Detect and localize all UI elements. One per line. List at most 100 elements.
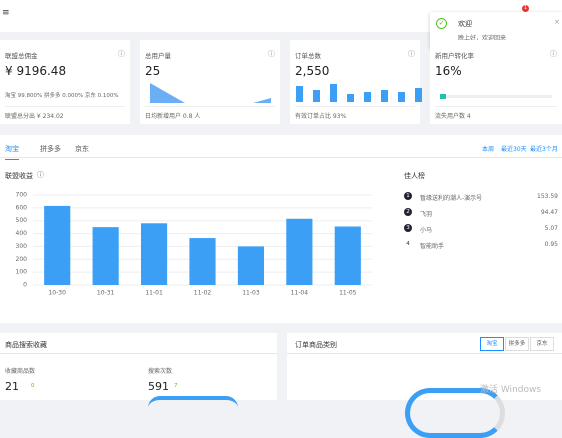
- card-divider: [435, 106, 557, 107]
- card-divider: [5, 106, 125, 107]
- rank-number: 3: [404, 224, 412, 232]
- y-tick-label: 200: [16, 256, 28, 263]
- y-tick-label: 500: [16, 217, 28, 224]
- mini-bar: [398, 92, 405, 102]
- mini-bar: [381, 90, 388, 102]
- x-tick-label: 11-03: [242, 290, 260, 297]
- bar: [237, 246, 265, 285]
- tab[interactable]: 淘宝: [5, 144, 19, 160]
- toggle-button[interactable]: 拼多多: [505, 337, 529, 351]
- mini-bar: [347, 94, 354, 102]
- card-divider: [145, 106, 275, 107]
- panel-title: 商品搜索收藏: [5, 341, 47, 349]
- mini-bar: [313, 90, 320, 102]
- rank-value: 0.95: [544, 241, 558, 248]
- close[interactable]: ×: [554, 18, 560, 26]
- card: [0, 40, 130, 124]
- rank-value: 5.07: [544, 225, 558, 232]
- pie-ring: [405, 388, 505, 438]
- card-title: 订单总数: [295, 52, 321, 60]
- stat-label: 收藏商品数: [5, 368, 36, 375]
- mini-area: [253, 98, 271, 103]
- menu-icon[interactable]: ≡: [2, 8, 10, 18]
- tab[interactable]: 京东: [75, 145, 89, 153]
- card: [290, 40, 420, 124]
- mini-ring: [148, 396, 238, 420]
- watermark: 激活 Windows: [480, 385, 542, 395]
- chart: 0 100 200 300 400 500 600 700 10-30 10-31 11-01 11-…: [16, 192, 372, 297]
- progress: [440, 95, 552, 98]
- success-icon: ✓: [436, 18, 447, 29]
- y-tick-label: 300: [16, 243, 28, 250]
- x-tick-label: 10-30: [48, 290, 66, 297]
- x-tick-label: 11-04: [291, 290, 309, 297]
- panel-title: 订单商品类别: [295, 341, 337, 349]
- notification-title: 欢迎: [458, 20, 472, 28]
- bar: [286, 218, 313, 285]
- card-title: 总用户量: [145, 52, 171, 60]
- tab-divider: [0, 157, 562, 158]
- chart-title: 联盟收益: [5, 172, 33, 180]
- notification-message: 晚上好，欢迎回来: [458, 35, 507, 42]
- info-icon: ⓘ: [550, 50, 557, 58]
- search-panel: [0, 333, 277, 400]
- card-footer: 流失用户数 4: [435, 113, 471, 120]
- rank-number: 4: [406, 241, 410, 247]
- toggle-button[interactable]: 京东: [530, 337, 554, 351]
- rank-number: 1: [404, 192, 412, 200]
- rank-name: 暂缘送利的潮人-演示号: [420, 195, 483, 202]
- bar: [189, 238, 216, 285]
- info-icon: ⓘ: [37, 171, 44, 179]
- stat-change: 0: [31, 383, 35, 389]
- x-tick-label: 11-02: [194, 290, 212, 297]
- card: [430, 40, 562, 124]
- progress-fill: [440, 94, 446, 99]
- bar: [140, 223, 168, 285]
- x-tick-label: 11-05: [339, 290, 357, 297]
- ranking-title: 佳人榜: [404, 172, 425, 180]
- stat-change: 7: [174, 383, 178, 389]
- toggle-button[interactable]: 淘宝: [480, 337, 504, 351]
- mini-area: [150, 83, 185, 103]
- card-title: 联盟总佣金: [5, 52, 38, 60]
- mini-bar: [330, 84, 337, 102]
- card-title: 新用户转化率: [435, 52, 474, 60]
- y-tick-label: 400: [16, 230, 28, 237]
- divider: [287, 353, 562, 354]
- y-tick-label: 600: [16, 204, 28, 211]
- rank-name: 飞羽: [420, 211, 433, 218]
- mini-bar: [296, 86, 303, 102]
- card-divider: [295, 106, 415, 107]
- card-value: 2,550: [295, 64, 330, 78]
- card-footer: 有效订单占比 93%: [295, 113, 347, 120]
- bar: [44, 205, 71, 285]
- rank-name: 小马: [420, 227, 433, 234]
- rank-value: 153.59: [537, 193, 558, 200]
- card-detail: 淘宝 99.800% 拼多多 0.000% 京东 0.100%: [5, 93, 119, 99]
- info-icon: ⓘ: [268, 50, 275, 58]
- x-tick-label: 10-31: [97, 290, 115, 297]
- card-value: 25: [145, 64, 161, 78]
- range-link[interactable]: 最近3个月: [530, 146, 558, 153]
- bar: [334, 226, 361, 285]
- y-tick-label: 700: [16, 192, 28, 199]
- rank-number: 2: [404, 208, 412, 216]
- card-value: ¥ 9196.48: [5, 64, 67, 78]
- stat-value: 591: [148, 380, 169, 393]
- y-tick-label: 0: [23, 282, 27, 289]
- rank-name: 智能助手: [420, 243, 445, 250]
- range-link[interactable]: 最近30天: [501, 146, 527, 153]
- mini-bar: [364, 92, 371, 102]
- bar: [92, 227, 119, 285]
- divider: [0, 353, 277, 354]
- info-icon: ⓘ: [118, 50, 125, 58]
- rank-value: 94.47: [540, 209, 558, 216]
- y-tick-label: 100: [16, 269, 28, 276]
- tab[interactable]: 拼多多: [40, 145, 61, 153]
- range-link[interactable]: 本周: [482, 146, 495, 153]
- info-icon: ⓘ: [408, 50, 415, 58]
- badge: 1: [522, 5, 529, 12]
- stat-label: 搜索次数: [148, 368, 173, 375]
- mini-bar: [415, 88, 422, 102]
